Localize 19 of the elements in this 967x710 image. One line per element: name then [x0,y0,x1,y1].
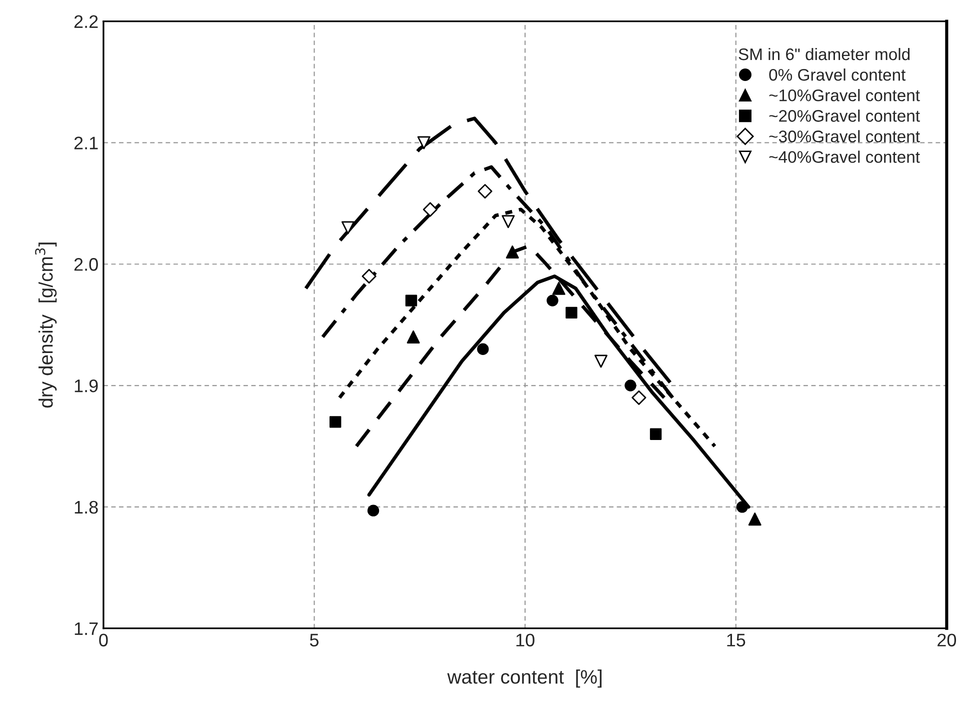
x-tick-label: 10 [516,634,534,646]
x-tick-label: 15 [727,634,746,646]
x-tick-label: 0 [99,634,108,646]
legend-title: SM in 6" diameter mold [738,48,910,60]
legend-label: 0% Gravel content [769,68,906,81]
x-axis-title: water content [%] [447,669,602,688]
y-axis-title: dry density [g/cm$^{3}$] [35,242,57,408]
legend-label: ~20%Gravel content [769,110,920,122]
y-tick-label: 2.0 [74,258,98,271]
y-tick-label: 1.8 [74,500,98,514]
legend-label: ~40%Gravel content [769,150,920,163]
x-tick-label: 20 [938,634,956,646]
y-tick-label: 2.2 [74,15,98,28]
y-tick-label: 1.9 [74,379,98,392]
y-tick-label: 1.7 [74,622,98,635]
legend-label: ~30%Gravel content [769,130,920,142]
legend-label: ~10%Gravel content [769,89,920,102]
x-tick-label: 5 [310,634,319,646]
y-tick-label: 2.1 [74,136,98,150]
